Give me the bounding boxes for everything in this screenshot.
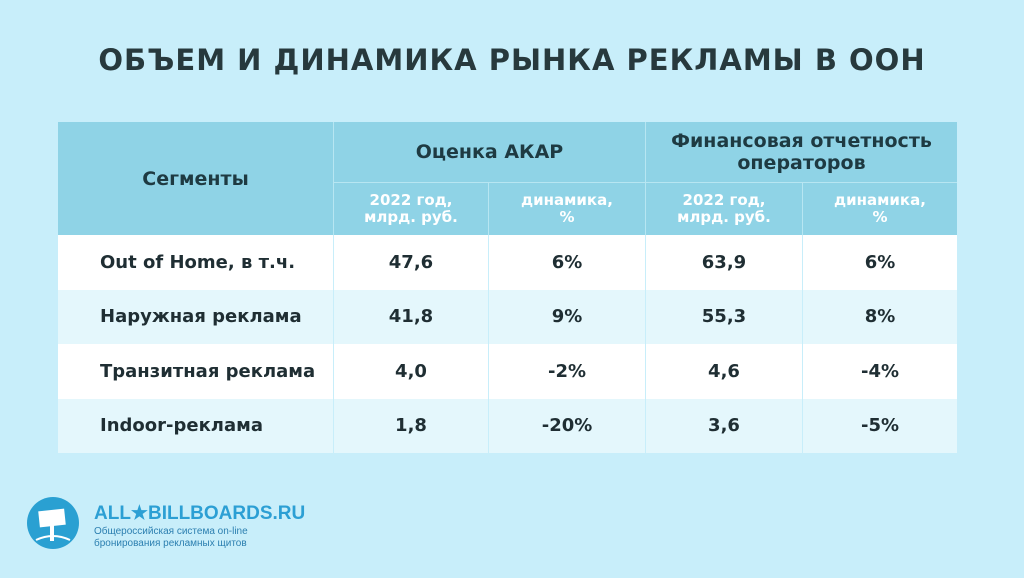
table-cell: 47,6	[333, 235, 488, 290]
sub-header: динамика, %	[802, 182, 957, 235]
table-cell: 1,8	[333, 398, 488, 453]
logo-icon	[27, 497, 79, 549]
sub-header: 2022 год, млрд. руб.	[333, 182, 488, 235]
table-cell: 4,6	[645, 344, 802, 399]
table-cell: 63,9	[645, 235, 802, 290]
group-header: Финансовая отчетность операторов	[645, 122, 957, 182]
sub-header: динамика, %	[488, 182, 645, 235]
table-cell: -4%	[802, 344, 957, 399]
row-label: Транзитная реклама	[58, 344, 333, 399]
row-label: Наружная реклама	[58, 289, 333, 344]
row-label: Out of Home, в т.ч.	[58, 235, 333, 290]
table-cell: 8%	[802, 289, 957, 344]
table-cell: 3,6	[645, 398, 802, 453]
row-label: Indoor-реклама	[58, 398, 333, 453]
table-cell: 9%	[488, 289, 645, 344]
segment-header: Сегменты	[58, 122, 333, 235]
table-cell: 6%	[488, 235, 645, 290]
table-cell: -20%	[488, 398, 645, 453]
page-title: ОБЪЕМ И ДИНАМИКА РЫНКА РЕКЛАМЫ В ООН	[98, 43, 926, 77]
table-cell: 6%	[802, 235, 957, 290]
group-header: Оценка АКАР	[333, 122, 645, 182]
table-cell: -5%	[802, 398, 957, 453]
table-cell: -2%	[488, 344, 645, 399]
logo-name: ALL★BILLBOARDS.RU	[94, 503, 306, 524]
table-cell: 41,8	[333, 289, 488, 344]
table-cell: 55,3	[645, 289, 802, 344]
logo-tagline: Общероссийская система on-line бронирова…	[94, 526, 248, 549]
table-cell: 4,0	[333, 344, 488, 399]
sub-header: 2022 год, млрд. руб.	[645, 182, 802, 235]
